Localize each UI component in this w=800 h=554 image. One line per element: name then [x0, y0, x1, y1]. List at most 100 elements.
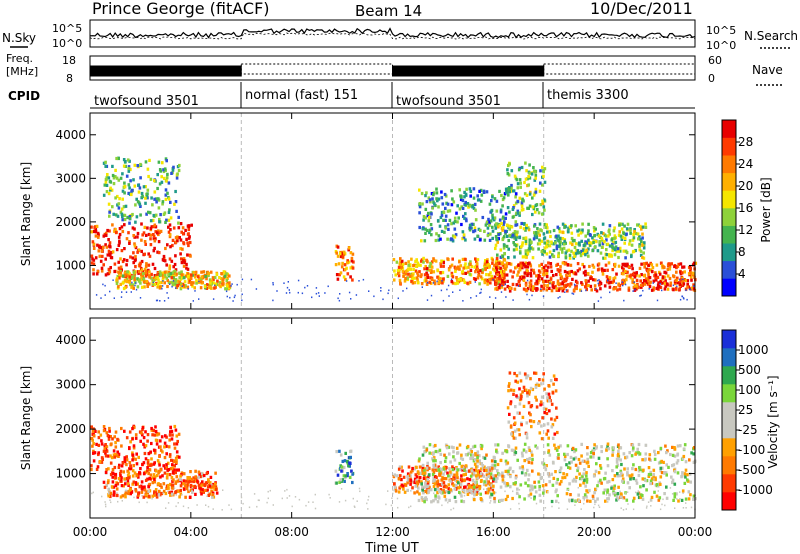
heatmap-cell: [451, 275, 455, 279]
heatmap-cell: [165, 270, 168, 274]
heatmap-cell: [528, 238, 532, 242]
heatmap-cell: [544, 279, 547, 283]
heatmap-cell: [207, 505, 210, 508]
heatmap-cell: [585, 495, 588, 499]
heatmap-cell: [684, 468, 688, 472]
heatmap-cell: [478, 459, 481, 463]
heatmap-cell: [552, 228, 556, 233]
heatmap-cell: [161, 474, 164, 478]
heatmap-cell: [432, 191, 436, 195]
heatmap-cell: [584, 253, 587, 257]
heatmap-cell: [637, 473, 641, 478]
heatmap-cell: [180, 261, 184, 265]
heatmap-cell: [586, 232, 590, 236]
heatmap-cell: [692, 261, 696, 265]
heatmap-cell: [532, 207, 536, 211]
heatmap-cell: [230, 508, 233, 511]
heatmap-cell: [518, 502, 520, 505]
heatmap-cell: [434, 497, 437, 501]
heatmap-cell: [156, 473, 159, 478]
heatmap-cell: [118, 227, 122, 231]
heatmap-cell: [536, 446, 539, 450]
heatmap-cell: [451, 197, 454, 201]
heatmap-cell: [395, 260, 399, 264]
heatmap-cell: [466, 453, 469, 457]
heatmap-cell: [175, 209, 178, 213]
heatmap-cell: [631, 448, 635, 452]
heatmap-cell: [527, 206, 530, 210]
heatmap-cell: [562, 287, 566, 291]
heatmap-cell: [469, 223, 472, 227]
heatmap-cell: [588, 240, 591, 245]
heatmap-cell: [107, 267, 111, 271]
heatmap-cell: [681, 456, 685, 460]
heatmap-cell: [164, 157, 168, 161]
heatmap-cell: [114, 231, 118, 235]
heatmap-cell: [586, 499, 589, 503]
x-tick-label: 16:00: [476, 525, 511, 539]
heatmap-cell: [153, 274, 157, 278]
heatmap-cell: [122, 158, 126, 162]
heatmap-cell: [506, 406, 510, 410]
heatmap-cell: [616, 247, 620, 251]
heatmap-cell: [624, 256, 627, 260]
heatmap-cell: [490, 209, 493, 213]
heatmap-cell: [168, 438, 171, 442]
heatmap-cell: [435, 232, 438, 236]
heatmap-cell: [448, 474, 451, 478]
y-tick-label: 4000: [55, 128, 86, 142]
heatmap-cell: [578, 472, 581, 476]
heatmap-cell: [214, 482, 217, 486]
heatmap-cell: [180, 482, 184, 486]
heatmap-cell: [689, 275, 693, 279]
heatmap-cell: [463, 485, 466, 489]
heatmap-cell: [457, 265, 460, 269]
heatmap-cell: [430, 212, 433, 216]
heatmap-cell: [565, 275, 569, 279]
heatmap-cell: [117, 270, 120, 274]
heatmap-cell: [192, 300, 194, 302]
heatmap-cell: [112, 212, 115, 216]
heatmap-cell: [109, 435, 112, 439]
heatmap-cell: [514, 192, 518, 196]
heatmap-cell: [515, 394, 518, 398]
heatmap-cell: [505, 296, 507, 298]
heatmap-cell: [155, 197, 158, 201]
heatmap-cell: [540, 229, 543, 233]
heatmap-cell: [497, 233, 501, 237]
heatmap-cell: [148, 476, 151, 480]
heatmap-cell: [175, 457, 178, 462]
heatmap-cell: [467, 469, 471, 473]
heatmap-cell: [506, 471, 510, 475]
heatmap-cell: [600, 296, 602, 299]
heatmap-cell: [301, 292, 304, 295]
heatmap-cell: [201, 480, 204, 484]
heatmap-cell: [454, 269, 457, 273]
heatmap-cell: [542, 205, 546, 209]
heatmap-cell: [464, 464, 468, 468]
heatmap-cell: [495, 209, 499, 213]
cpid-segment-4: themis 3300: [547, 88, 629, 103]
heatmap-cell: [442, 279, 445, 283]
heatmap-cell: [693, 285, 695, 287]
heatmap-cell: [144, 201, 147, 205]
heatmap-cell: [475, 295, 478, 297]
heatmap-cell: [665, 463, 668, 467]
heatmap-cell: [563, 262, 567, 266]
heatmap-cell: [611, 268, 615, 272]
heatmap-cell: [524, 236, 528, 240]
noise-left-tick-top: 10^5: [52, 22, 82, 35]
heatmap-cell: [632, 271, 636, 275]
heatmap-cell: [519, 264, 523, 268]
heatmap-cell: [501, 498, 504, 502]
heatmap-cell: [541, 461, 544, 465]
noise-trace: [89, 27, 696, 40]
heatmap-cell: [136, 164, 139, 168]
heatmap-cell: [212, 298, 215, 300]
heatmap-cell: [450, 203, 454, 207]
heatmap-cell: [172, 226, 176, 230]
heatmap-cell: [495, 266, 498, 270]
heatmap-cell: [663, 492, 666, 496]
heatmap-cell: [629, 231, 632, 235]
heatmap-cell: [580, 230, 584, 234]
